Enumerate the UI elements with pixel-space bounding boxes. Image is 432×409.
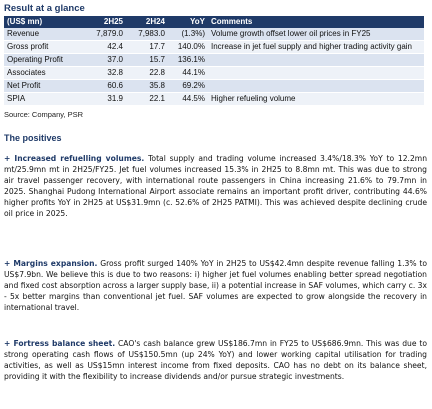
paragraph-body: CAO's cash balance grew US$186.7mn in FY… — [4, 338, 427, 381]
table-row: Associates 32.8 22.8 44.1% — [4, 66, 424, 80]
comment-cell — [208, 53, 424, 67]
header-cell-2h24: 2H24 — [126, 16, 168, 28]
positives-heading: The positives — [4, 133, 62, 143]
value-2h24-cell: 35.8 — [126, 79, 168, 93]
value-2h25-cell: 32.8 — [84, 66, 126, 80]
value-2h24-cell: 22.1 — [126, 92, 168, 106]
metric-cell: Associates — [4, 66, 84, 80]
value-2h25-cell: 42.4 — [84, 40, 126, 54]
value-2h24-cell: 15.7 — [126, 53, 168, 67]
value-2h25-cell: 31.9 — [84, 92, 126, 106]
paragraph-lead: + Increased refuelling volumes. — [4, 153, 145, 163]
header-cell-2h25: 2H25 — [84, 16, 126, 28]
paragraph-balance-sheet: + Fortress balance sheet. CAO's cash bal… — [4, 338, 427, 382]
comment-cell — [208, 79, 424, 93]
metric-cell: SPIA — [4, 92, 84, 106]
metric-cell: Net Profit — [4, 79, 84, 93]
comment-cell — [208, 66, 424, 80]
table-row: Gross profit 42.4 17.7 140.0% Increase i… — [4, 40, 424, 54]
source-note: Source: Company, PSR — [4, 110, 84, 119]
yoy-cell: 69.2% — [168, 79, 208, 93]
paragraph-refuelling-volumes: + Increased refuelling volumes. Total su… — [4, 153, 427, 220]
results-table: (US$ mn) 2H25 2H24 YoY Comments Revenue … — [4, 16, 424, 106]
table-header-row: (US$ mn) 2H25 2H24 YoY Comments — [4, 16, 424, 28]
table-row: Operating Profit 37.0 15.7 136.1% — [4, 53, 424, 67]
paragraph-lead: + Margins expansion. — [4, 258, 98, 268]
value-2h24-cell: 17.7 — [126, 40, 168, 54]
value-2h25-cell: 37.0 — [84, 53, 126, 67]
header-cell-unit: (US$ mn) — [4, 16, 84, 28]
value-2h24-cell: 22.8 — [126, 66, 168, 80]
yoy-cell: (1.3%) — [168, 28, 208, 41]
value-2h25-cell: 7,879.0 — [84, 28, 126, 41]
table-row: Net Profit 60.6 35.8 69.2% — [4, 79, 424, 93]
paragraph-body: Gross profit surged 140% YoY in 2H25 to … — [4, 258, 428, 312]
paragraph-lead: + Fortress balance sheet. — [4, 338, 116, 348]
paragraph-margins-expansion: + Margins expansion. Gross profit surged… — [4, 258, 427, 313]
comment-cell: Higher refueling volume — [208, 92, 424, 106]
section-title: Result at a glance — [4, 3, 85, 14]
yoy-cell: 44.1% — [168, 66, 208, 80]
paragraph-body: Total supply and trading volume increase… — [4, 153, 428, 219]
comment-cell: Increase in jet fuel supply and higher t… — [208, 40, 424, 54]
metric-cell: Operating Profit — [4, 53, 84, 67]
metric-cell: Gross profit — [4, 40, 84, 54]
yoy-cell: 136.1% — [168, 53, 208, 67]
comment-cell: Volume growth offset lower oil prices in… — [208, 28, 424, 41]
metric-cell: Revenue — [4, 28, 84, 41]
value-2h24-cell: 7,983.0 — [126, 28, 168, 41]
header-cell-comments: Comments — [208, 16, 424, 28]
table-row: Revenue 7,879.0 7,983.0 (1.3%) Volume gr… — [4, 28, 424, 41]
yoy-cell: 140.0% — [168, 40, 208, 54]
header-cell-yoy: YoY — [168, 16, 208, 28]
yoy-cell: 44.5% — [168, 92, 208, 106]
table-row: SPIA 31.9 22.1 44.5% Higher refueling vo… — [4, 92, 424, 106]
value-2h25-cell: 60.6 — [84, 79, 126, 93]
